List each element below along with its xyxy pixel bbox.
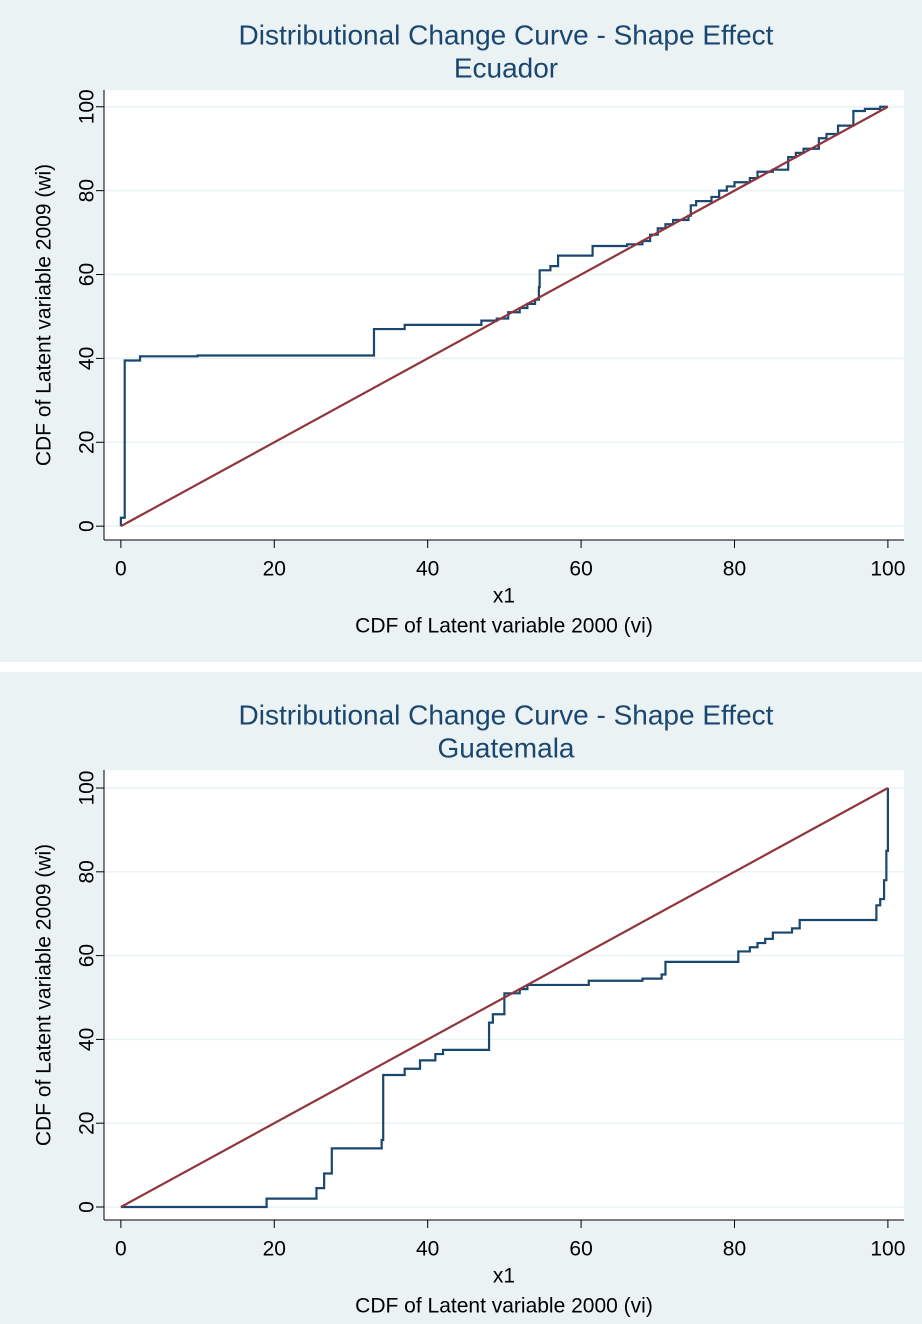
x-tick-label: 100 bbox=[870, 1238, 905, 1261]
y-tick-label: 60 bbox=[76, 944, 99, 967]
panel: Distributional Change Curve - Shape Effe… bbox=[33, 699, 906, 1317]
y-axis-label: CDF of Latent variable 2009 (wi) bbox=[33, 164, 56, 466]
y-tick-label: 40 bbox=[76, 347, 99, 370]
x-tick-label: 40 bbox=[416, 558, 439, 581]
x-tick-label: 100 bbox=[870, 558, 905, 581]
series-line bbox=[120, 788, 889, 1209]
x-tick-label: 20 bbox=[263, 1238, 286, 1261]
y-tick-label: 20 bbox=[76, 1112, 99, 1135]
y-tick-label: 80 bbox=[76, 179, 99, 202]
y-tick-label: 60 bbox=[76, 263, 99, 286]
panel: Distributional Change Curve - Shape Effe… bbox=[33, 19, 906, 637]
y-tick-label: 100 bbox=[76, 770, 99, 805]
y-tick-label: 0 bbox=[76, 1201, 99, 1213]
x-tick-label: 60 bbox=[569, 1238, 592, 1261]
chart-title: Distributional Change Curve - Shape Effe… bbox=[239, 699, 774, 730]
plot-area bbox=[104, 90, 904, 540]
x-axis-label: CDF of Latent variable 2000 (vi) bbox=[355, 1295, 653, 1318]
x-tick-label: 0 bbox=[115, 1238, 127, 1261]
y-tick-label: 80 bbox=[76, 860, 99, 883]
y-tick-label: 0 bbox=[76, 520, 99, 532]
x-axis-label: x1 bbox=[493, 1265, 515, 1288]
x-tick-label: 60 bbox=[569, 558, 592, 581]
chart-title: Distributional Change Curve - Shape Effe… bbox=[239, 19, 774, 50]
x-tick-label: 80 bbox=[723, 558, 746, 581]
x-tick-label: 0 bbox=[115, 558, 127, 581]
x-axis-label: CDF of Latent variable 2000 (vi) bbox=[355, 615, 653, 638]
y-tick-label: 40 bbox=[76, 1028, 99, 1051]
x-axis-label: x1 bbox=[493, 585, 515, 608]
chart-subtitle: Ecuador bbox=[454, 52, 558, 83]
x-tick-label: 80 bbox=[723, 1238, 746, 1261]
y-tick-label: 20 bbox=[76, 431, 99, 454]
chart-subtitle: Guatemala bbox=[438, 732, 575, 763]
x-tick-label: 20 bbox=[263, 558, 286, 581]
series-line bbox=[120, 105, 889, 528]
y-tick-label: 100 bbox=[76, 89, 99, 124]
y-axis-label: CDF of Latent variable 2009 (wi) bbox=[33, 844, 56, 1146]
x-tick-label: 40 bbox=[416, 1238, 439, 1261]
series-line bbox=[120, 787, 889, 1208]
